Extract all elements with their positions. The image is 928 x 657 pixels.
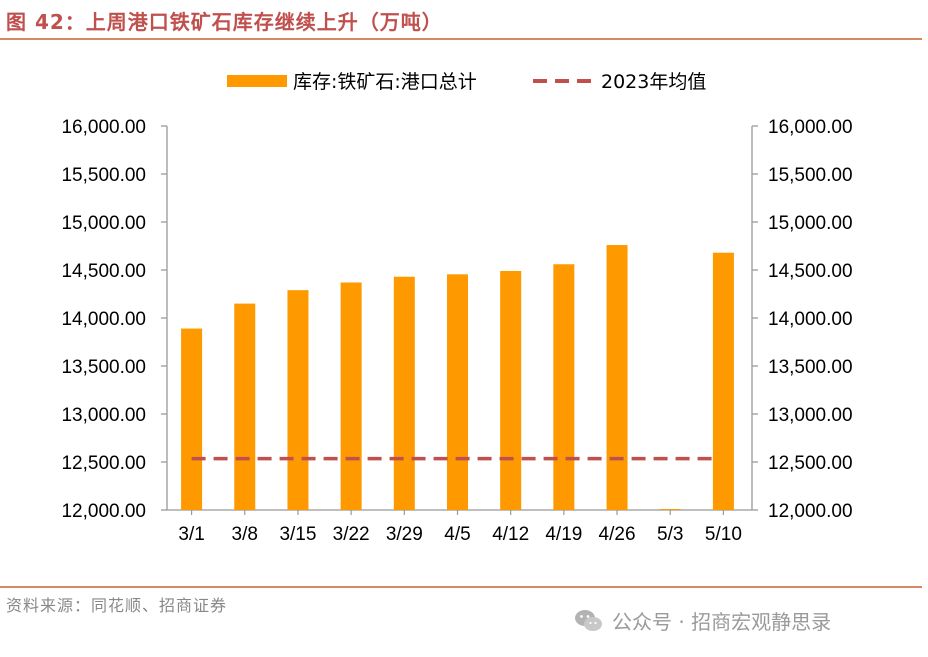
y-tick-label-right: 13,500.00: [768, 357, 853, 378]
bar: [500, 270, 522, 510]
x-tick-label: 4/26: [599, 524, 636, 545]
x-tick-label: 3/1: [178, 524, 204, 545]
y-tick-label-right: 12,000.00: [768, 501, 853, 522]
y-tick-label-right: 14,000.00: [768, 309, 853, 330]
legend: 库存:铁矿石:港口总计 2023年均值: [227, 71, 706, 93]
y-tick-label-left: 15,500.00: [61, 165, 146, 186]
y-tick-label-right: 12,500.00: [768, 453, 853, 474]
bar: [340, 282, 362, 510]
bar: [712, 252, 734, 510]
y-tick-label-left: 13,500.00: [61, 357, 146, 378]
bars: [181, 245, 734, 511]
x-tick-label: 4/19: [545, 524, 582, 545]
x-tick-label: 3/29: [386, 524, 423, 545]
bar: [287, 290, 309, 510]
axes: 12,000.00 12,000.00 12,500.00 12,500.00 13,0…: [61, 117, 852, 522]
y-tick-label-right: 15,500.00: [768, 165, 853, 186]
x-tick-label: 3/8: [232, 524, 258, 545]
y-tick-label-right: 13,000.00: [768, 405, 853, 426]
y-tick-label-right: 14,500.00: [768, 261, 853, 282]
x-tick-label: 5/3: [657, 524, 683, 545]
x-tick-label: 4/12: [492, 524, 529, 545]
bar: [606, 245, 628, 511]
watermark: 公众号 · 招商宏观静思录: [574, 606, 831, 635]
y-tick-label-left: 14,000.00: [61, 309, 146, 330]
source-rule: [0, 586, 922, 588]
bar: [553, 264, 575, 510]
bar-chart: 库存:铁矿石:港口总计 2023年均值 12,000.00 12,000.0012…: [61, 71, 852, 545]
bar: [447, 274, 468, 510]
x-tick-label: 5/10: [705, 524, 742, 545]
source-note: 资料来源：同花顺、招商证券: [6, 596, 228, 615]
title-rule: [0, 38, 922, 40]
x-tick-label: 4/5: [444, 524, 470, 545]
legend-mean-label: 2023年均值: [601, 71, 706, 93]
bar: [234, 303, 256, 510]
y-tick-label-left: 14,500.00: [61, 261, 146, 282]
x-tick-label: 3/22: [333, 524, 370, 545]
y-tick-label-left: 16,000.00: [61, 117, 146, 138]
legend-bar-label: 库存:铁矿石:港口总计: [293, 71, 477, 93]
x-tick-label: 3/15: [279, 524, 316, 545]
y-tick-label-left: 12,500.00: [61, 453, 146, 474]
x-tick-labels: 3/1 3/8 3/15 3/22 3/29 4/5 4/12 4/19 4/26 5/3 5/10: [178, 510, 742, 545]
y-tick-label-left: 12,000.00: [61, 501, 146, 522]
bar: [393, 276, 415, 510]
wechat-icon: [575, 609, 602, 631]
y-tick-label-right: 15,000.00: [768, 213, 853, 234]
legend-bar-swatch: [227, 75, 287, 87]
y-tick-label-left: 13,000.00: [61, 405, 146, 426]
figure-title: 图 42：上周港口铁矿石库存继续上升（万吨）: [6, 10, 443, 34]
bar: [181, 328, 203, 510]
bar: [659, 509, 681, 511]
y-tick-label-right: 16,000.00: [768, 117, 853, 138]
y-tick-label-left: 15,000.00: [61, 213, 146, 234]
watermark-text: 公众号 · 招商宏观静思录: [612, 610, 832, 634]
